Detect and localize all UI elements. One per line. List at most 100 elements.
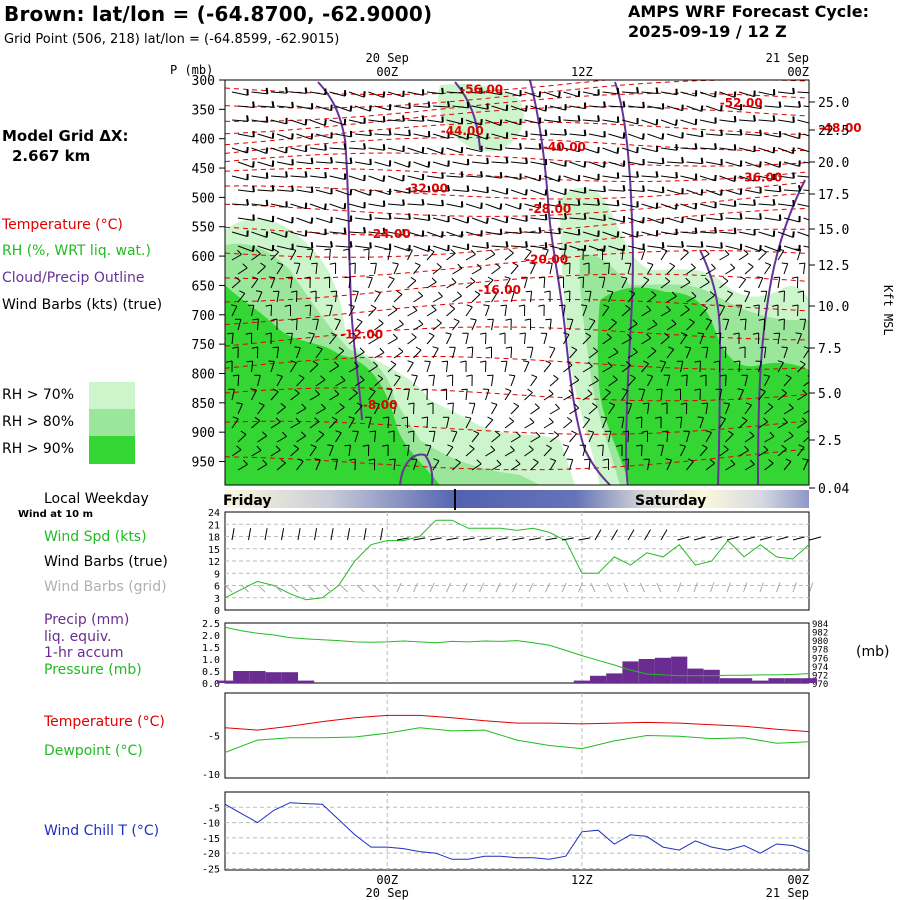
pressure-tick-label: 550 bbox=[192, 221, 215, 236]
wind-barb-staff bbox=[257, 375, 261, 387]
wind-barb-flag bbox=[616, 199, 620, 207]
temperature-contour-line bbox=[225, 106, 806, 135]
wind-barb-flag bbox=[428, 374, 435, 377]
wind-barb-flag bbox=[625, 402, 632, 405]
surface-wind-barb bbox=[495, 537, 508, 541]
wind-barb-staff bbox=[335, 380, 346, 387]
wind-barb-flag bbox=[363, 91, 366, 98]
wind-barb-flag bbox=[553, 374, 559, 380]
wind-barb-staff bbox=[276, 217, 293, 224]
wind-barb-flag bbox=[499, 144, 503, 151]
wind-barb-flag bbox=[392, 333, 398, 339]
wind-barb-flag bbox=[553, 431, 560, 436]
wind-barb-flag bbox=[646, 374, 653, 377]
wind-barb-staff bbox=[276, 245, 293, 251]
rh-shading bbox=[225, 83, 809, 485]
wind-barb-staff bbox=[335, 105, 351, 112]
precip-bar bbox=[622, 661, 639, 683]
wind-barb-staff bbox=[309, 249, 314, 261]
wind-barb-staff bbox=[719, 280, 729, 289]
wind-barb-staff bbox=[764, 347, 767, 359]
wind-barb-flag bbox=[343, 118, 347, 125]
wind-barb-staff bbox=[354, 245, 371, 249]
wind-barb-flag bbox=[557, 276, 564, 279]
wind-barb-flag bbox=[388, 129, 392, 136]
wind-barb-staff bbox=[524, 332, 526, 345]
wind-barb-flag bbox=[500, 304, 507, 307]
wind-barb-flag bbox=[258, 402, 265, 406]
wind-barb-staff bbox=[803, 263, 806, 275]
wind-barb-flag bbox=[571, 346, 578, 351]
wind-barb-flag bbox=[655, 416, 662, 419]
wind-barb-staff bbox=[368, 417, 372, 429]
wind-barb-flag bbox=[377, 374, 383, 380]
wind-barb-flag bbox=[694, 388, 701, 391]
wind-barb-flag bbox=[447, 244, 450, 251]
wind-barb-staff bbox=[627, 189, 644, 192]
wind-barb-staff bbox=[621, 119, 638, 125]
pressure-tick-label: 970 bbox=[812, 680, 828, 690]
wind-barb-staff bbox=[758, 203, 775, 206]
pressure-tick-label: 984 bbox=[812, 620, 828, 630]
pressure-tick-label: 850 bbox=[192, 397, 215, 412]
wind-barb-flag bbox=[529, 262, 536, 265]
wind-barb-flag bbox=[324, 248, 331, 251]
wind-barb-flag bbox=[778, 318, 785, 321]
wind-barb-staff bbox=[329, 419, 338, 429]
legend-wind-barbs: Wind Barbs (kts) (true) bbox=[2, 297, 163, 313]
wind-barb-staff bbox=[758, 231, 774, 238]
wind-barb-staff bbox=[296, 161, 313, 165]
wind-barb-flag bbox=[813, 147, 814, 153]
wind-barb-staff bbox=[803, 436, 809, 443]
wind-barb-staff bbox=[582, 305, 588, 317]
wind-barb-staff bbox=[452, 133, 468, 140]
wind-barb-flag bbox=[659, 360, 666, 363]
y-tick-label: -5 bbox=[208, 803, 220, 814]
wind-barb-flag bbox=[271, 318, 278, 321]
wind-barb-staff bbox=[432, 105, 450, 108]
wind-barb-flag bbox=[739, 213, 743, 220]
wind-barb-flag bbox=[466, 346, 473, 349]
surface-wind-barb-grid bbox=[241, 584, 249, 593]
wind-barb-flag bbox=[555, 403, 560, 409]
wind-barb-staff bbox=[627, 430, 629, 443]
wind-barb-staff bbox=[543, 447, 552, 457]
wind-barb-flag bbox=[252, 161, 255, 168]
surface-wind-barb bbox=[446, 537, 459, 541]
height-tick-label: 2.5 bbox=[818, 434, 841, 449]
wind-barb-staff bbox=[237, 403, 243, 415]
wind-barb-staff bbox=[608, 105, 625, 108]
wind-barb-staff bbox=[582, 445, 587, 457]
wind-barb-flag bbox=[320, 375, 326, 381]
wind-barb-flag bbox=[564, 262, 571, 265]
wind-barbs-true-label: Wind Barbs (true) bbox=[44, 554, 168, 570]
surface-wind-barb-grid bbox=[776, 582, 781, 593]
wind-barb-staff bbox=[524, 250, 532, 261]
wind-barb-staff bbox=[563, 231, 580, 236]
wind-barb-staff bbox=[666, 189, 683, 195]
wind-barb-staff bbox=[725, 133, 742, 136]
wind-barb-flag bbox=[369, 213, 372, 221]
wind-barb-staff bbox=[699, 307, 708, 317]
wind-barb-flag bbox=[636, 444, 643, 447]
wind-barb-staff bbox=[270, 277, 276, 289]
wind-barb-flag bbox=[749, 431, 755, 437]
wind-barb-staff bbox=[705, 403, 709, 415]
wind-barb-staff bbox=[504, 450, 515, 457]
wind-barb-flag bbox=[330, 157, 333, 164]
wind-barb-flag bbox=[655, 87, 659, 94]
wind-barb-staff bbox=[699, 203, 716, 209]
wind-barb-flag bbox=[453, 318, 460, 322]
wind-barb-staff bbox=[407, 336, 417, 345]
wind-barb-staff bbox=[485, 419, 494, 429]
wind-barb-flag bbox=[457, 263, 463, 269]
wind-barb-staff bbox=[699, 147, 716, 150]
wind-barb-flag bbox=[563, 290, 570, 293]
wind-barb-staff bbox=[744, 375, 748, 387]
wind-barb-flag bbox=[366, 276, 373, 279]
wind-barb-staff bbox=[446, 91, 463, 94]
wind-barb-staff bbox=[276, 105, 293, 109]
precip-bar bbox=[752, 680, 769, 683]
wind-barb-staff bbox=[374, 263, 377, 275]
wind-barb-staff bbox=[387, 175, 404, 182]
